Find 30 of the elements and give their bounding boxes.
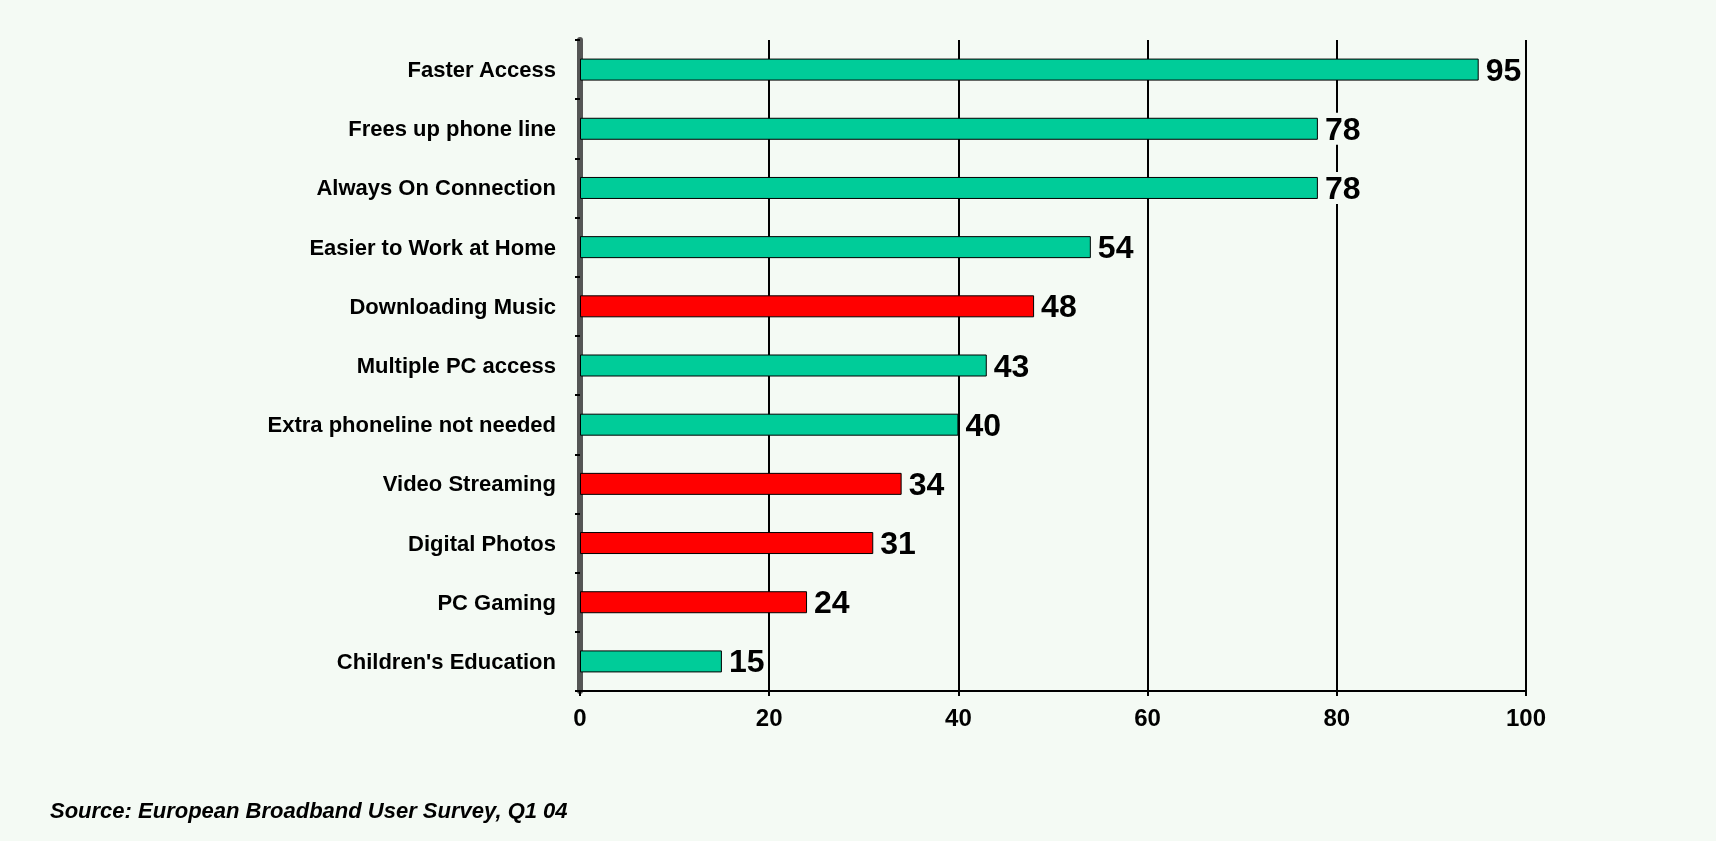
data-label: 24 (814, 584, 850, 621)
data-label: 78 (1324, 169, 1361, 206)
y-tick-label: Always On Connection (316, 175, 556, 201)
y-tick-label: Multiple PC access (356, 353, 556, 378)
y-tick-label: Extra phoneline not needed (267, 412, 556, 438)
y-tick-label: Faster Access (407, 57, 556, 83)
source-note: Source: European Broadband User Survey, Q1 04 (50, 797, 568, 823)
bar (580, 650, 722, 673)
y-tick-label: Frees up phone line (348, 116, 556, 142)
data-label: 95 (1485, 51, 1522, 88)
x-tick-label: 60 (1134, 703, 1161, 731)
y-tick-label: PC Gaming (437, 589, 556, 615)
y-tick-label: Children's Education (336, 648, 556, 674)
x-tick-label: 20 (755, 703, 783, 731)
y-tick-label: Video Streaming (382, 471, 556, 497)
data-label: 31 (880, 525, 916, 562)
data-label: 34 (908, 465, 945, 502)
data-label: 78 (1324, 110, 1361, 147)
y-tick-label: Downloading Music (349, 293, 556, 319)
x-tick-label: 80 (1323, 703, 1351, 731)
x-tick-label: 100 (1505, 703, 1547, 731)
y-tick-label: Digital Photos (408, 530, 556, 556)
x-tick-label: 0 (573, 703, 587, 731)
data-label: 43 (993, 347, 1030, 384)
y-tick-label: Easier to Work at Home (309, 234, 556, 260)
data-label: 54 (1097, 229, 1134, 266)
data-label: 40 (965, 406, 1001, 443)
data-label: 48 (1041, 288, 1077, 325)
data-label: 15 (728, 643, 765, 680)
x-tick-label: 40 (945, 703, 972, 731)
